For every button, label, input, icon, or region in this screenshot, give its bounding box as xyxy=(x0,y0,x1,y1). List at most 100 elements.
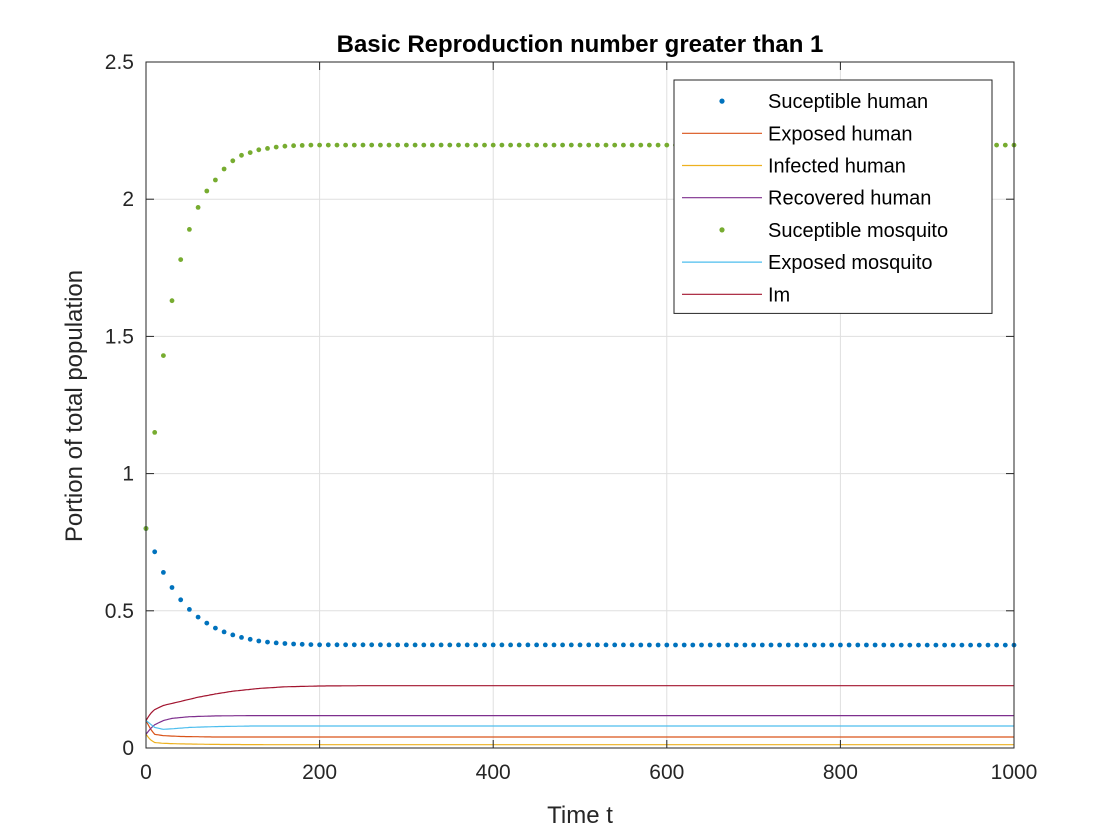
data-point xyxy=(360,642,366,648)
y-tick-label: 0.5 xyxy=(105,600,134,623)
data-point xyxy=(351,642,357,648)
data-point xyxy=(586,642,592,648)
data-point xyxy=(647,642,652,648)
data-point xyxy=(161,570,166,575)
data-point xyxy=(759,642,765,648)
data-point xyxy=(525,642,531,648)
data-point xyxy=(317,642,322,648)
x-tick-label: 400 xyxy=(476,761,511,784)
data-point xyxy=(725,642,730,648)
data-point xyxy=(907,642,913,648)
data-point xyxy=(152,549,158,555)
data-point xyxy=(369,642,375,648)
data-point xyxy=(577,642,583,648)
data-point xyxy=(299,641,305,647)
data-point xyxy=(490,142,496,148)
data-point xyxy=(464,642,470,648)
data-point xyxy=(256,147,262,153)
data-point xyxy=(386,142,392,148)
data-point xyxy=(690,642,696,648)
data-point xyxy=(603,142,609,148)
data-point xyxy=(204,188,210,194)
legend-label: Suceptible human xyxy=(768,91,928,113)
legend-label: Recovered human xyxy=(768,188,931,210)
legend-label: Infected human xyxy=(768,156,906,178)
data-point xyxy=(612,142,618,148)
data-point xyxy=(742,642,748,648)
data-point xyxy=(195,205,201,210)
data-point xyxy=(490,642,496,648)
x-tick-label: 800 xyxy=(823,761,858,784)
data-point xyxy=(499,642,505,648)
data-point xyxy=(187,607,192,612)
data-point xyxy=(777,642,782,648)
x-tick-label: 200 xyxy=(302,761,337,784)
data-point xyxy=(629,642,635,648)
data-point xyxy=(395,142,401,148)
data-point xyxy=(265,639,270,645)
data-point xyxy=(525,142,531,148)
series-line xyxy=(145,720,1014,738)
data-point xyxy=(161,353,166,358)
axes-frame xyxy=(145,61,1015,749)
series-layer xyxy=(143,142,1017,746)
data-point xyxy=(1002,142,1008,148)
data-point xyxy=(864,642,869,648)
data-point xyxy=(994,642,999,648)
data-point xyxy=(482,142,487,148)
series-line xyxy=(145,720,1014,730)
data-point xyxy=(664,142,670,148)
data-point xyxy=(325,642,331,648)
data-point xyxy=(959,642,965,648)
data-point xyxy=(872,642,878,648)
data-point xyxy=(838,642,843,648)
x-axis-label: Time t xyxy=(547,802,613,829)
data-point xyxy=(456,142,461,148)
data-point xyxy=(994,142,999,148)
data-point xyxy=(568,642,574,648)
data-point xyxy=(542,142,548,148)
data-point xyxy=(560,142,565,148)
data-point xyxy=(178,597,184,603)
legend-entry: Im xyxy=(682,284,790,306)
data-point xyxy=(699,642,704,648)
data-point xyxy=(152,430,158,435)
data-point xyxy=(985,642,991,648)
data-point xyxy=(638,642,644,648)
data-point xyxy=(534,642,539,648)
series-3 xyxy=(145,715,1014,735)
data-point xyxy=(681,642,687,648)
data-point xyxy=(508,142,513,148)
legend-label: Exposed mosquito xyxy=(768,252,933,274)
data-point xyxy=(386,642,392,648)
y-tick-label: 2.5 xyxy=(105,51,134,74)
data-point xyxy=(247,150,253,156)
legend-label: Exposed human xyxy=(768,123,913,145)
data-point xyxy=(516,142,522,148)
data-point xyxy=(317,142,322,148)
data-point xyxy=(343,642,348,648)
data-point xyxy=(378,642,383,648)
data-point xyxy=(473,142,479,148)
data-point xyxy=(404,642,409,648)
data-point xyxy=(655,142,661,148)
data-point xyxy=(230,158,236,164)
data-point xyxy=(464,142,470,148)
data-point xyxy=(534,142,539,148)
data-point xyxy=(421,642,427,648)
data-point xyxy=(716,642,722,648)
data-point xyxy=(247,636,253,642)
data-point xyxy=(360,142,366,148)
data-point xyxy=(542,642,548,648)
data-point xyxy=(829,642,835,648)
legend-entry: Suceptible mosquito xyxy=(719,220,948,242)
data-point xyxy=(273,144,279,150)
data-point xyxy=(273,640,279,646)
data-point xyxy=(933,642,939,648)
data-point xyxy=(785,642,791,648)
data-point xyxy=(334,142,340,148)
series-line xyxy=(145,715,1014,735)
data-point xyxy=(733,642,739,648)
data-point xyxy=(230,632,236,638)
